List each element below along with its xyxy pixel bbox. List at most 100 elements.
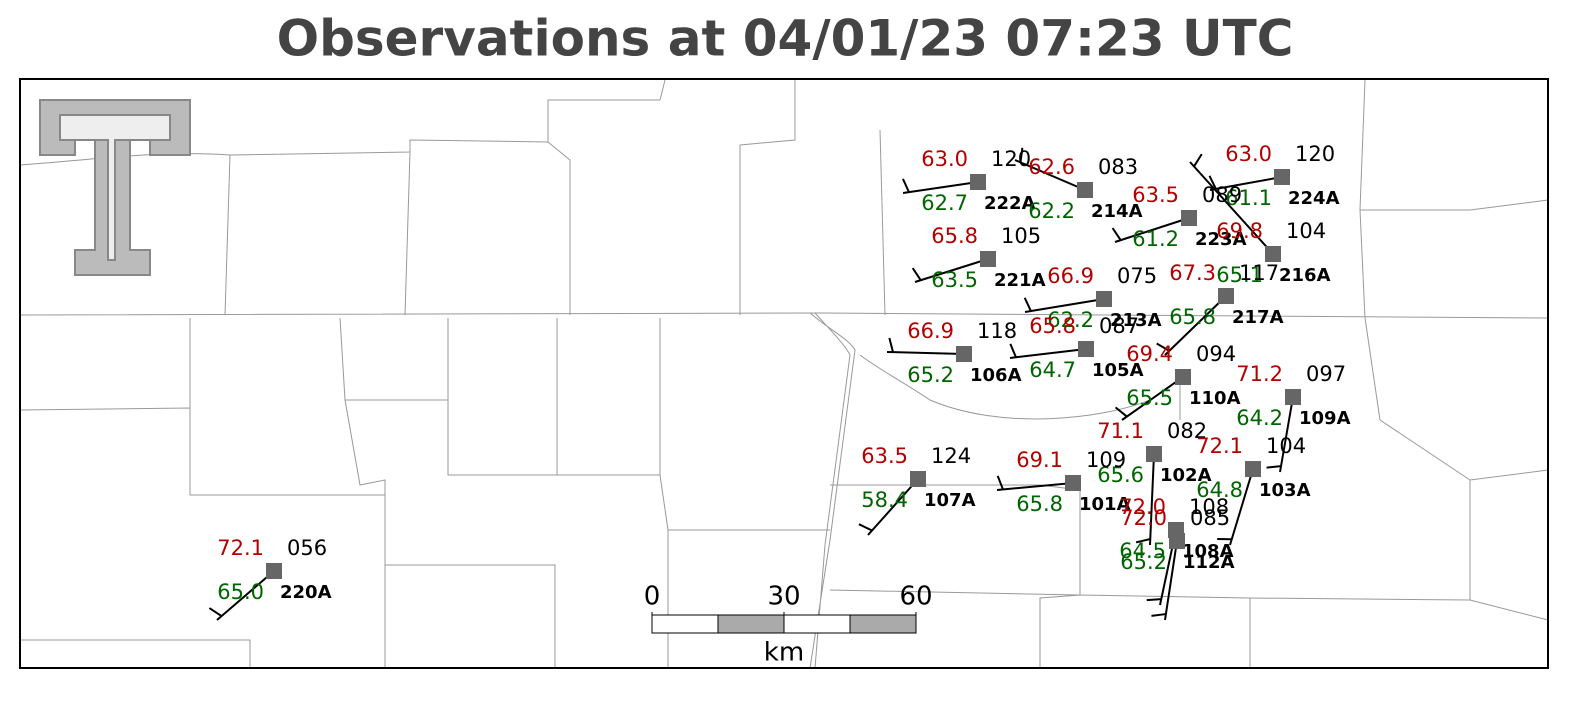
dewpoint: 65.2 xyxy=(1120,550,1167,574)
temperature: 63.5 xyxy=(1132,183,1179,207)
station-marker xyxy=(956,346,972,362)
station-id: 112A xyxy=(1183,552,1235,573)
dewpoint: 58.4 xyxy=(861,488,908,512)
scale-segment xyxy=(850,615,916,633)
scale-segment xyxy=(718,615,784,633)
station-marker xyxy=(1218,288,1234,304)
station-marker xyxy=(980,251,996,267)
pressure: 109 xyxy=(1086,448,1126,472)
station-marker xyxy=(1285,389,1301,405)
dewpoint: 64.2 xyxy=(1236,406,1283,430)
wind-barb-flag xyxy=(1147,599,1162,600)
temperature: 69.4 xyxy=(1126,342,1173,366)
dewpoint: 65.8 xyxy=(1016,492,1063,516)
station-id: 103A xyxy=(1259,480,1311,501)
dewpoint: 64.7 xyxy=(1029,358,1076,382)
station-marker xyxy=(1169,533,1185,549)
temperature: 63.0 xyxy=(921,147,968,171)
pressure: 117 xyxy=(1239,261,1279,285)
wind-barb-flag xyxy=(1151,614,1165,616)
station-id: 109A xyxy=(1299,408,1351,429)
pressure: 083 xyxy=(1098,155,1138,179)
station-marker xyxy=(970,174,986,190)
wind-barb-flag xyxy=(1010,344,1016,357)
dewpoint: 62.2 xyxy=(1028,199,1075,223)
station-marker xyxy=(1245,461,1261,477)
temperature: 71.2 xyxy=(1236,362,1283,386)
pressure: 087 xyxy=(1099,314,1139,338)
scale-label: 0 xyxy=(644,582,661,612)
pressure: 105 xyxy=(1001,224,1041,248)
wind-barb xyxy=(997,483,1073,490)
station-id: 217A xyxy=(1232,307,1284,328)
dewpoint: 63.5 xyxy=(931,268,978,292)
temperature: 66.9 xyxy=(907,319,954,343)
station-id: 220A xyxy=(280,582,332,603)
station-marker xyxy=(1274,169,1290,185)
temperature: 66.9 xyxy=(1047,264,1094,288)
station-marker xyxy=(1077,182,1093,198)
station-marker xyxy=(1078,341,1094,357)
dewpoint: 65.8 xyxy=(1169,305,1216,329)
title: Observations at 04/01/23 07:23 UTC xyxy=(277,10,1294,68)
pressure: 104 xyxy=(1286,219,1326,243)
scale-segment xyxy=(652,615,718,633)
pressure: 085 xyxy=(1190,506,1230,530)
station-id: 224A xyxy=(1288,188,1340,209)
station-marker xyxy=(1065,475,1081,491)
wind-barb xyxy=(1010,349,1086,358)
dewpoint: 65.5 xyxy=(1126,386,1173,410)
temperature: 65.8 xyxy=(931,224,978,248)
temperature: 69.8 xyxy=(1216,219,1263,243)
station-marker xyxy=(1175,369,1191,385)
temperature: 72.1 xyxy=(1196,434,1243,458)
pressure: 104 xyxy=(1266,434,1306,458)
logo xyxy=(40,100,190,275)
temperature: 72.0 xyxy=(1120,506,1167,530)
scale-segment xyxy=(784,615,850,633)
wind-barb-flag xyxy=(889,338,893,352)
temperature: 63.0 xyxy=(1225,142,1272,166)
pressure: 118 xyxy=(977,319,1017,343)
scale-label: 30 xyxy=(767,582,800,612)
station-id: 221A xyxy=(994,270,1046,291)
station-marker xyxy=(1096,291,1112,307)
temperature: 62.6 xyxy=(1028,155,1075,179)
dewpoint: 65.0 xyxy=(217,580,264,604)
dewpoint: 61.2 xyxy=(1132,227,1179,251)
station-id: 110A xyxy=(1189,388,1241,409)
wind-barb-flag xyxy=(1194,154,1202,166)
wind-barb-flag xyxy=(903,179,909,192)
pressure: 097 xyxy=(1306,362,1346,386)
station-id: 107A xyxy=(924,490,976,511)
dewpoint: 65.2 xyxy=(907,363,954,387)
station-id: 106A xyxy=(970,365,1022,386)
station-marker xyxy=(266,563,282,579)
scale-label: 60 xyxy=(899,582,932,612)
pressure: 075 xyxy=(1117,264,1157,288)
scale-bar: 0 30 60 km xyxy=(644,582,933,668)
pressure: 089 xyxy=(1202,183,1242,207)
pressure: 120 xyxy=(991,147,1031,171)
temperature: 72.1 xyxy=(217,536,264,560)
pressure: 056 xyxy=(287,536,327,560)
station-marker xyxy=(1181,210,1197,226)
station-marker xyxy=(1265,246,1281,262)
temperature: 63.5 xyxy=(861,444,908,468)
scale-unit: km xyxy=(764,638,804,668)
wind-barb-flag xyxy=(1113,228,1121,240)
dewpoint: 62.7 xyxy=(921,191,968,215)
wind-barb-flag xyxy=(998,476,1003,490)
wind-barb-flag xyxy=(913,268,921,280)
wind-barb-flag xyxy=(209,608,221,616)
station-marker xyxy=(1146,446,1162,462)
temperature: 69.1 xyxy=(1016,448,1063,472)
pressure: 124 xyxy=(931,444,971,468)
pressure: 120 xyxy=(1295,142,1335,166)
temperature: 65.8 xyxy=(1029,314,1076,338)
wind-barb-flag xyxy=(859,524,872,530)
temperature: 71.1 xyxy=(1097,419,1144,443)
